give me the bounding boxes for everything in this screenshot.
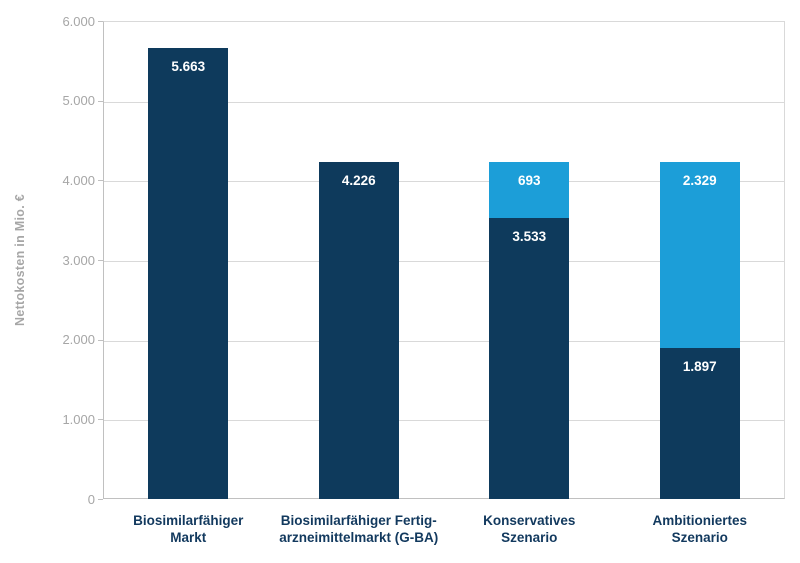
gridline [104,181,784,183]
category-label-line: Szenario [501,530,558,545]
category-label: Biosimilarfähiger Markt [93,512,283,546]
category-label-line: arzneimittelmarkt (G-BA) [279,530,439,545]
bar-segment-light: 693 [489,162,570,218]
category-label-line: Biosimilarfähiger [133,513,244,528]
bar-value-label: 3.533 [512,228,547,244]
category-label-line: Biosimilarfähiger Fertig- [280,513,437,528]
y-tick-label: 2.000 [62,332,95,348]
category-label-line: Konservatives [483,513,576,528]
category-label: Ambitioniertes Szenario [605,512,795,546]
y-axis-title: Nettokosten in Mio. € [13,193,27,327]
gridline [104,261,784,262]
y-tick-label: 0 [87,491,95,507]
category-label-line: Ambitioniertes [652,513,747,528]
category-label: Konservatives Szenario [434,512,624,546]
y-axis-tick [98,260,103,261]
bar-segment-light: 2.329 [659,162,740,348]
bar-value-label: 4.226 [341,173,376,189]
y-tick-label: 5.000 [62,93,95,109]
y-axis-tick [98,100,103,102]
y-axis-tick [98,21,103,22]
bar-value-label: 693 [517,173,541,189]
category-label: Biosimilarfähiger Fertig-arzneimittelmar… [264,512,454,546]
bar-value-label: 2.329 [682,173,717,189]
category-label-line: Markt [170,530,207,545]
bar-segment-dark: 1.897 [659,347,740,499]
y-axis-tick [98,339,103,341]
gridline [104,340,784,342]
bar-segment-dark: 3.533 [489,217,570,499]
y-tick-label: 6.000 [62,13,95,29]
y-axis-tick [98,499,103,500]
y-tick-label: 3.000 [62,252,95,268]
y-tick-label: 1.000 [62,411,95,427]
y-axis-tick [98,419,103,421]
gridline [104,420,784,422]
bar-segment-dark: 5.663 [148,47,229,499]
bar-value-label: 1.897 [682,358,717,374]
bar-segment-dark: 4.226 [318,162,399,499]
category-label-line: Szenario [671,530,728,545]
gridline [104,101,784,103]
y-tick-label: 4.000 [62,172,95,188]
plot-area [103,21,785,499]
bar-value-label: 5.663 [171,58,206,74]
y-axis-tick [98,180,103,182]
